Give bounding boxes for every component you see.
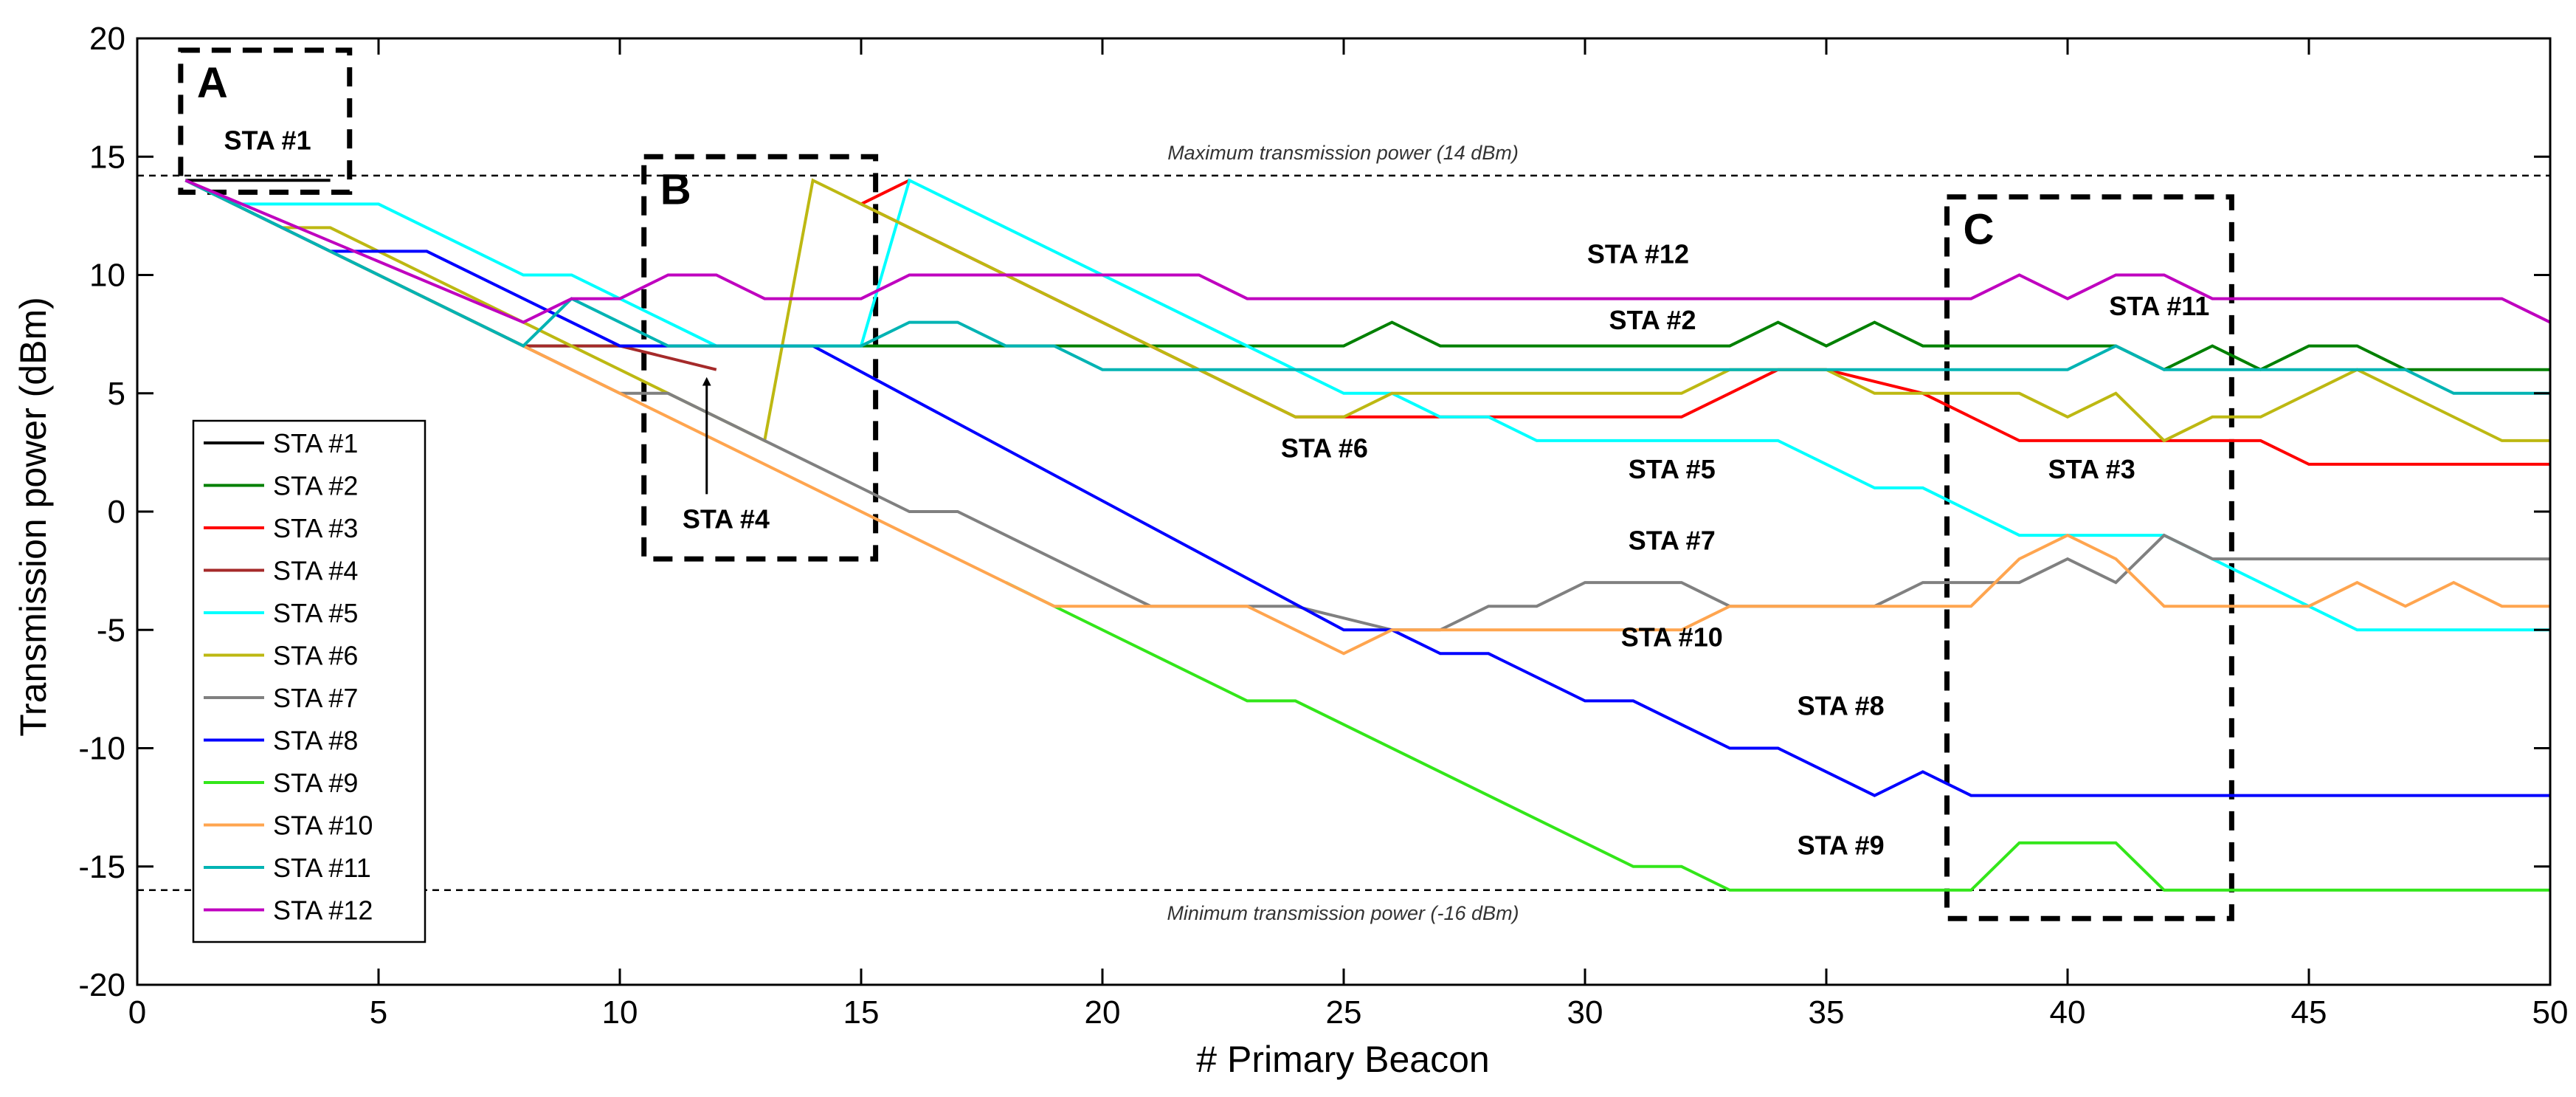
series-line <box>184 178 2550 632</box>
legend-entry-label: STA #1 <box>273 428 358 458</box>
highlight-box <box>641 154 879 562</box>
x-tick-label: 35 <box>1809 994 1845 1031</box>
reference-lines: Maximum transmission power (14 dBm) Minim… <box>137 142 2550 924</box>
highlight-box-label: C <box>1964 206 1995 254</box>
y-tick-label: 20 <box>89 21 125 57</box>
series-line <box>184 179 2550 632</box>
plot-area <box>137 38 2550 985</box>
series-annotation: STA #7 <box>1629 525 1716 555</box>
plot-background <box>137 38 2550 985</box>
legend-entry-label: STA #6 <box>273 641 358 671</box>
legend: STA #1 STA #2 STA #3 STA #4 STA #5 STA #6 STA … <box>192 419 427 943</box>
legend-entry-label: STA #4 <box>273 556 358 586</box>
series-annotation: STA #4 <box>683 503 770 534</box>
y-tick-label: 5 <box>108 376 125 412</box>
x-tick-label: 10 <box>602 994 638 1031</box>
series-line <box>184 179 2550 656</box>
x-tick-label: 20 <box>1085 994 1121 1031</box>
series-line <box>184 179 2551 324</box>
series-annotation: STA #10 <box>1621 622 1723 653</box>
series-annotation: STA #6 <box>1281 433 1368 463</box>
x-tick-label: 0 <box>128 994 146 1031</box>
series-annotation: STA #9 <box>1798 831 1885 861</box>
series-annotation: STA #8 <box>1798 691 1885 721</box>
reference-line-label: Minimum transmission power (-16 dBm) <box>1167 902 1519 924</box>
y-tick-label: -5 <box>97 612 125 648</box>
series-line <box>1005 581 2550 892</box>
series-annotation: STA #2 <box>1609 305 1696 335</box>
y-tick-label: 10 <box>89 258 125 294</box>
y-tick-label: 0 <box>108 494 125 530</box>
y-tick-label: 15 <box>89 139 125 175</box>
series-annotation: STA #11 <box>2109 291 2209 321</box>
series-lines <box>184 178 2551 892</box>
y-axis-label: Transmission power (dBm) <box>13 297 54 737</box>
x-tick-label: 15 <box>843 994 880 1031</box>
series-line <box>184 179 2550 395</box>
legend-entry-label: STA #5 <box>273 598 358 628</box>
highlight-boxes: A B C <box>178 47 2234 921</box>
x-tick-label: 30 <box>1567 994 1603 1031</box>
y-tick-label: -15 <box>78 849 125 885</box>
legend-entry-label: STA #2 <box>273 471 358 501</box>
legend-entry-label: STA #9 <box>273 768 358 798</box>
x-tick-label: 50 <box>2532 994 2569 1031</box>
legend-entry-label: STA #10 <box>273 811 373 841</box>
highlight-box-label: B <box>660 165 691 213</box>
y-tick-label: -20 <box>78 967 125 1003</box>
legend-entry-label: STA #7 <box>273 683 358 713</box>
series-annotation: STA #3 <box>2048 454 2135 484</box>
legend-box <box>192 419 427 943</box>
series-annotation: STA #5 <box>1629 454 1716 484</box>
legend-entry-label: STA #11 <box>273 853 371 883</box>
x-tick-label: 40 <box>2050 994 2086 1031</box>
highlight-box-label: A <box>197 59 228 107</box>
x-axis-label: # Primary Beacon <box>1196 1039 1489 1080</box>
legend-entry-label: STA #8 <box>273 726 358 756</box>
x-tick-label: 45 <box>2291 994 2327 1031</box>
series-annotation: STA #12 <box>1587 238 1689 269</box>
series-annotation: STA #1 <box>224 125 311 156</box>
reference-line-label: Maximum transmission power (14 dBm) <box>1167 142 1519 164</box>
legend-entry-label: STA #12 <box>273 895 373 926</box>
legend-entry-label: STA #3 <box>273 513 358 543</box>
x-tick-label: 25 <box>1326 994 1362 1031</box>
x-tick-label: 5 <box>370 994 387 1031</box>
series-annotations: STA #1 STA #4 STA #12 STA #2 STA #11 STA #6 ST… <box>224 125 2210 861</box>
highlight-box <box>1944 194 2234 921</box>
axes: 0 5 10 15 20 25 30 35 40 45 50 -20 -15 -10 -5 0 5 10 15 20 <box>78 21 2568 1031</box>
y-tick-label: -10 <box>78 731 125 767</box>
